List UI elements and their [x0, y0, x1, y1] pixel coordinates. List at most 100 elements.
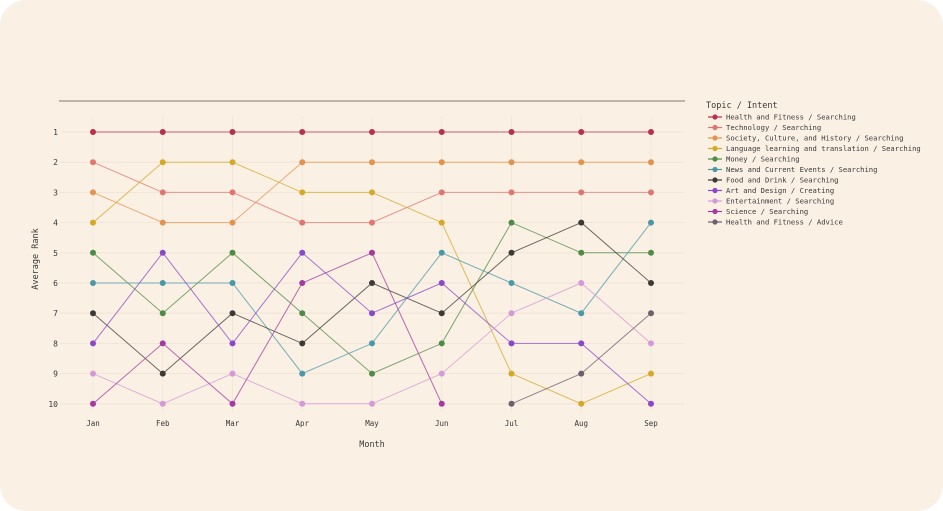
data-point	[648, 370, 654, 377]
data-point	[369, 189, 375, 196]
legend-label: News and Current Events / Searching	[726, 165, 877, 174]
data-point	[578, 340, 585, 347]
y-tick-label: 9	[53, 370, 58, 379]
y-tick-label: 4	[53, 219, 58, 228]
data-point	[369, 340, 375, 347]
data-point	[299, 159, 306, 166]
x-tick-label: Jul	[505, 419, 519, 428]
data-point	[90, 219, 96, 226]
data-point	[229, 310, 236, 317]
data-point	[299, 370, 306, 377]
data-point	[90, 189, 96, 196]
legend-label: Society, Culture, and History / Searchin…	[726, 134, 903, 143]
legend-label: Health and Fitness / Advice	[726, 218, 843, 227]
legend-label: Art and Design / Creating	[726, 186, 834, 195]
data-point	[299, 129, 306, 135]
y-tick-label: 2	[53, 158, 58, 167]
legend-swatch-marker	[712, 219, 718, 225]
x-tick-label: Aug	[574, 419, 588, 428]
x-ticks: Jan Feb Mar Apr May Jun Jul Aug Sep	[86, 419, 658, 428]
legend-swatch-marker	[712, 166, 718, 173]
data-point	[648, 340, 654, 347]
data-point	[369, 400, 375, 407]
data-point	[578, 189, 585, 196]
data-point	[508, 400, 515, 407]
data-point	[369, 219, 375, 226]
y-axis-label: Average Rank	[31, 228, 41, 289]
data-point	[508, 159, 515, 166]
data-point	[229, 280, 236, 286]
data-point	[229, 219, 236, 226]
legend-swatch-marker	[712, 187, 718, 194]
y-ticks: 1 2 3 4 5 6 7 8 9 10	[48, 128, 58, 409]
y-tick-label: 6	[53, 279, 58, 288]
data-point	[90, 370, 96, 377]
data-point	[438, 340, 445, 347]
data-point	[229, 249, 236, 256]
data-point	[438, 189, 445, 196]
x-axis-label: Month	[359, 440, 385, 450]
data-point	[369, 249, 375, 256]
data-point	[369, 280, 375, 286]
legend-swatch-marker	[712, 124, 718, 131]
data-point	[229, 400, 236, 407]
data-point	[229, 159, 236, 166]
data-point	[648, 310, 654, 317]
data-point	[508, 280, 515, 286]
data-point	[369, 370, 375, 377]
data-point	[159, 370, 166, 377]
data-point	[159, 310, 166, 317]
data-point	[648, 249, 654, 256]
data-point	[299, 219, 306, 226]
data-point	[508, 310, 515, 317]
data-point	[369, 159, 375, 166]
x-tick-label: Sep	[644, 419, 658, 428]
series-line	[92, 252, 443, 405]
legend-swatch-marker	[712, 177, 718, 183]
x-tick-label: Feb	[156, 419, 170, 428]
data-point	[578, 280, 585, 286]
data-point	[229, 340, 236, 347]
data-point	[229, 129, 236, 135]
y-tick-label: 8	[53, 339, 58, 348]
data-point	[508, 219, 515, 226]
data-point	[508, 370, 515, 377]
y-tick-label: 1	[53, 128, 58, 137]
data-point	[438, 370, 445, 377]
data-point	[90, 400, 96, 407]
data-point	[438, 400, 445, 407]
data-point	[578, 370, 585, 377]
data-point	[578, 310, 585, 317]
data-point	[508, 249, 515, 256]
data-point	[159, 219, 166, 226]
data-point	[90, 159, 96, 166]
data-point	[299, 189, 306, 196]
series-points	[90, 129, 654, 407]
y-tick-label: 7	[53, 309, 58, 318]
data-point	[159, 249, 166, 256]
y-tick-label: 3	[53, 188, 58, 197]
data-point	[438, 310, 445, 317]
data-point	[578, 249, 585, 256]
data-point	[438, 249, 445, 256]
data-point	[299, 400, 306, 407]
data-point	[369, 129, 375, 135]
legend-label: Technology / Searching	[726, 123, 821, 132]
data-point	[229, 370, 236, 377]
data-point	[159, 340, 166, 347]
data-point	[578, 219, 585, 226]
data-point	[299, 340, 306, 347]
x-tick-label: Jan	[86, 419, 100, 428]
data-point	[159, 189, 166, 196]
y-tick-label: 10	[48, 400, 58, 409]
data-point	[438, 219, 445, 226]
data-point	[508, 189, 515, 196]
data-point	[578, 400, 585, 407]
legend-title: Topic / Intent	[706, 101, 778, 111]
data-point	[648, 400, 654, 407]
data-point	[438, 280, 445, 286]
legend-label: Science / Searching	[726, 207, 808, 216]
data-point	[159, 159, 166, 166]
